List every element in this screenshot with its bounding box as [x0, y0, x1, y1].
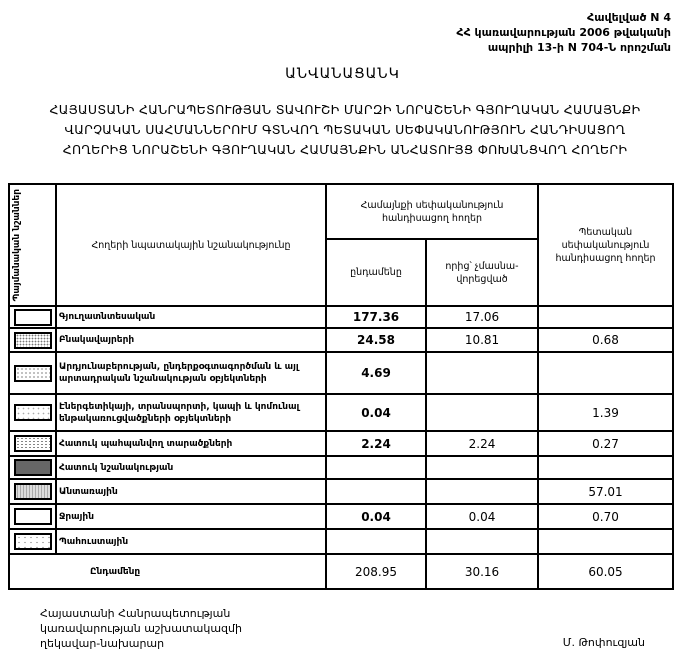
legend-swatch-icon: [13, 459, 52, 476]
table-row: Գյուղատնտեսական 177.36 17.06: [8, 305, 674, 329]
total-cell: 4.69: [325, 351, 427, 395]
legend-cell: [8, 503, 57, 530]
table-row: Էներգետիկայի, տրանսպորտի, կապի և կոմունա…: [8, 393, 674, 432]
total-cell: [325, 455, 427, 480]
unprivatized-cell: 2.24: [425, 430, 539, 457]
purpose-cell: Արդյունաբերության, ընդերքօգտագործման և ա…: [55, 351, 327, 395]
annex-line: ՀՀ կառավարության 2006 թվականի: [456, 26, 671, 39]
sum-label: Ընդամենը: [8, 553, 327, 590]
total-cell: 177.36: [325, 305, 427, 329]
state-cell: 0.68: [537, 327, 674, 353]
total-cell: 0.04: [325, 503, 427, 530]
state-cell: [537, 351, 674, 395]
unprivatized-cell: 0.04: [425, 503, 539, 530]
legend-cell: [8, 430, 57, 457]
sum-row: Ընդամենը 208.95 30.16 60.05: [8, 553, 674, 590]
sum-unprivatized: 30.16: [425, 553, 539, 590]
purpose-cell: Անտառային: [55, 478, 327, 505]
state-cell: [537, 455, 674, 480]
annex-line: Հավելված N 4: [587, 11, 671, 24]
legend-cell: [8, 327, 57, 353]
state-cell: 0.27: [537, 430, 674, 457]
purpose-cell: Էներգետիկայի, տրանսպորտի, կապի և կոմունա…: [55, 393, 327, 432]
subtitle-line: ՎԱՐՉԱԿԱՆ ՍԱՀՄԱՆՆԵՐՈՒՄ ԳՏՆՎՈՂ ՊԵՏԱԿԱՆ ՍԵՓ…: [64, 122, 626, 137]
header-legend: Պայմանական նշաններ: [8, 183, 57, 307]
header-purpose: Հողերի նպատակային նշանակությունը: [55, 183, 327, 307]
sum-state: 60.05: [537, 553, 674, 590]
purpose-cell: Ջրային: [55, 503, 327, 530]
unprivatized-cell: 17.06: [425, 305, 539, 329]
legend-swatch-icon: [13, 404, 52, 421]
table-row: Պահուստային: [8, 528, 674, 555]
unprivatized-cell: [425, 478, 539, 505]
position-line: կառավարության աշխատակազմի: [40, 622, 242, 635]
header-total: ընդամենը: [325, 238, 427, 307]
purpose-cell: Բնակավայրերի: [55, 327, 327, 353]
land-table: Պայմանական նշաններ Հողերի նպատակային նշա…: [8, 183, 674, 590]
position-line: Հայաստանի Հանրապետության: [40, 607, 231, 620]
legend-swatch-icon: [13, 331, 52, 349]
table-row: Բնակավայրերի 24.58 10.81 0.68: [8, 327, 674, 353]
total-cell: 0.04: [325, 393, 427, 432]
table-row: Անտառային 57.01: [8, 478, 674, 505]
purpose-cell: Հատուկ նշանակության: [55, 455, 327, 480]
total-cell: [325, 528, 427, 555]
unprivatized-cell: [425, 351, 539, 395]
table-row: Հատուկ պահպանվող տարածքների 2.24 2.24 0.…: [8, 430, 674, 457]
purpose-cell: Հատուկ պահպանվող տարածքների: [55, 430, 327, 457]
signatory-position: Հայաստանի Հանրապետության կառավարության ա…: [40, 606, 242, 651]
state-cell: [537, 305, 674, 329]
subtitle-line: ՀՈՂԵՐԻՑ ՆՈՐԱՇԵՆԻ ԳՅՈՒՂԱԿԱՆ ՀԱՄԱՅՆՔԻՆ ԱՆՀ…: [62, 142, 628, 157]
document-subtitle: ՀԱՅԱՍՏԱՆԻ ՀԱՆՐԱՊԵՏՈՒԹՅԱՆ ՏԱՎՈՒՇԻ ՄԱՐԶԻ Ն…: [20, 100, 670, 160]
position-line: ղեկավար-նախարար: [40, 637, 165, 650]
subtitle-line: ՀԱՅԱՍՏԱՆԻ ՀԱՆՐԱՊԵՏՈՒԹՅԱՆ ՏԱՎՈՒՇԻ ՄԱՐԶԻ Ն…: [49, 102, 641, 117]
header-state: Պետական սեփականություն հանդիսացող հողեր: [537, 183, 674, 307]
state-cell: 57.01: [537, 478, 674, 505]
document-title: ԱՆՎԱՆԱՑԱՆԿ: [285, 66, 400, 82]
legend-swatch-icon: [13, 364, 52, 382]
table-row: Հատուկ նշանակության: [8, 455, 674, 480]
total-cell: [325, 478, 427, 505]
state-cell: 0.70: [537, 503, 674, 530]
unprivatized-cell: 10.81: [425, 327, 539, 353]
legend-swatch-icon: [13, 508, 52, 525]
state-cell: [537, 528, 674, 555]
state-cell: 1.39: [537, 393, 674, 432]
legend-cell: [8, 393, 57, 432]
legend-swatch-icon: [13, 308, 52, 326]
header-unprivatized: որից՝ չմասնա-վորեցված: [425, 238, 539, 307]
legend-cell: [8, 455, 57, 480]
purpose-cell: Պահուստային: [55, 528, 327, 555]
legend-cell: [8, 478, 57, 505]
annex-line: ապրիլի 13-ի N 704-Ն որոշման: [487, 41, 671, 54]
legend-swatch-icon: [13, 483, 52, 500]
table-row: Ջրային 0.04 0.04 0.70: [8, 503, 674, 530]
total-cell: 24.58: [325, 327, 427, 353]
purpose-cell: Գյուղատնտեսական: [55, 305, 327, 329]
signatory-name: Մ. Թոփուզյան: [562, 636, 645, 649]
unprivatized-cell: [425, 528, 539, 555]
table-row: Արդյունաբերության, ընդերքօգտագործման և ա…: [8, 351, 674, 395]
legend-cell: [8, 528, 57, 555]
header-community: Համայնքի սեփականություն հանդիսացող հողեր: [325, 183, 539, 240]
sum-total: 208.95: [325, 553, 427, 590]
annex-reference: Հավելված N 4 ՀՀ կառավարության 2006 թվակա…: [456, 10, 671, 55]
legend-cell: [8, 305, 57, 329]
legend-cell: [8, 351, 57, 395]
legend-swatch-icon: [13, 533, 52, 550]
unprivatized-cell: [425, 393, 539, 432]
total-cell: 2.24: [325, 430, 427, 457]
legend-swatch-icon: [13, 435, 52, 452]
unprivatized-cell: [425, 455, 539, 480]
